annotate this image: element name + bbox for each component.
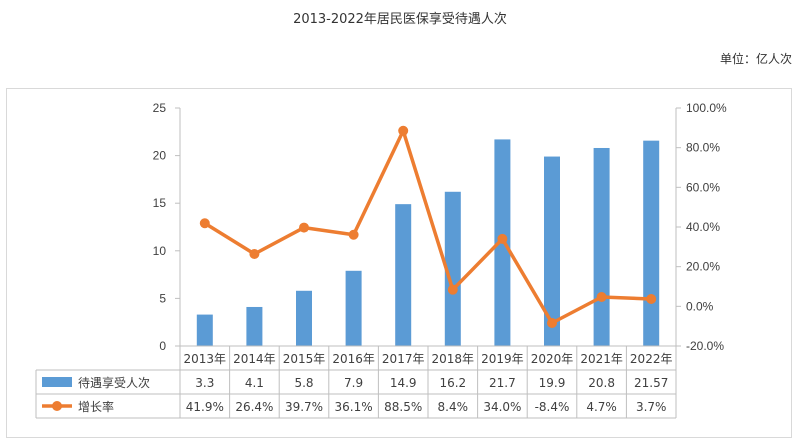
- line-point: [497, 233, 508, 244]
- unit-label: 单位：亿人次: [719, 52, 792, 66]
- category-label: 2022年: [630, 352, 673, 366]
- rate-value-cell: 39.7%: [285, 400, 323, 414]
- left-axis-tick-label: 5: [159, 291, 166, 305]
- line-point: [299, 222, 309, 233]
- line-point: [199, 218, 210, 229]
- right-axis-tick-label: 20.0%: [686, 260, 720, 274]
- bar-value-cell: 16.2: [439, 376, 466, 390]
- bar: [544, 156, 560, 346]
- category-label: 2019年: [481, 352, 524, 366]
- bar-value-cell: 4.1: [245, 376, 264, 390]
- rate-value-cell: 4.7%: [586, 400, 617, 414]
- rate-value-cell: 8.4%: [438, 400, 469, 414]
- growth-rate-line: [203, 129, 652, 325]
- left-axis-tick-label: 0: [159, 339, 166, 353]
- rate-value-cell: 3.7%: [636, 400, 667, 414]
- category-label: 2013年: [184, 352, 227, 366]
- legend-line-label: 增长率: [78, 399, 114, 414]
- category-label: 2018年: [432, 352, 475, 366]
- rate-value-cell: 36.1%: [335, 400, 373, 414]
- rate-value-cell: 34.0%: [483, 400, 521, 414]
- bar-value-cell: 19.9: [539, 376, 566, 390]
- bar-value-cell: 14.9: [390, 376, 417, 390]
- left-axis-tick-label: 10: [153, 244, 167, 258]
- bar-value-cell: 5.8: [294, 376, 313, 390]
- left-axis-tick-label: 15: [153, 196, 167, 210]
- bar-value-cell: 3.3: [195, 376, 214, 390]
- rate-value-cell: 41.9%: [186, 400, 224, 414]
- category-label: 2016年: [332, 352, 375, 366]
- chart-title: 2013-2022年居民医保享受待遇人次: [293, 12, 507, 27]
- right-axis-tick-label: 0.0%: [686, 299, 714, 313]
- legend-bar-key: [42, 377, 72, 387]
- bar-value-cell: 21.7: [489, 376, 516, 390]
- category-label: 2015年: [283, 352, 326, 366]
- rate-value-cell: -8.4%: [535, 400, 570, 414]
- chart-frame: [6, 88, 792, 438]
- category-label: 2014年: [233, 352, 276, 366]
- right-axis-tick-label: 100.0%: [686, 101, 727, 115]
- line-point: [348, 229, 359, 240]
- legend-line-marker: [52, 401, 62, 411]
- line-point: [249, 248, 260, 259]
- right-axis-tick-label: 60.0%: [686, 180, 720, 194]
- category-label: 2017年: [382, 352, 425, 366]
- bar-value-cell: 7.9: [344, 376, 363, 390]
- line-point: [596, 292, 607, 303]
- right-axis-tick-label: 40.0%: [686, 220, 720, 234]
- right-axis-tick-label: 80.0%: [686, 141, 720, 155]
- bar: [296, 290, 312, 346]
- right-axis-tick-label: -20.0%: [686, 339, 724, 353]
- rate-value-cell: 88.5%: [384, 400, 422, 414]
- bar: [196, 314, 213, 346]
- bar: [643, 140, 660, 346]
- category-label: 2020年: [531, 352, 574, 366]
- line-point: [646, 293, 657, 304]
- bar: [395, 204, 412, 346]
- bar-value-cell: 21.57: [634, 376, 668, 390]
- line-point: [398, 125, 409, 136]
- left-axis-tick-label: 25: [153, 101, 167, 115]
- bar: [444, 191, 461, 346]
- bar-value-cell: 20.8: [588, 376, 615, 390]
- line-point: [547, 317, 557, 328]
- bar: [246, 306, 263, 346]
- bar: [345, 270, 362, 346]
- category-label: 2021年: [580, 352, 623, 366]
- bar: [593, 147, 610, 346]
- legend-bar-label: 待遇享受人次: [78, 375, 150, 390]
- rate-value-cell: 26.4%: [235, 400, 273, 414]
- line-point: [447, 284, 458, 295]
- left-axis-tick-label: 20: [153, 149, 167, 163]
